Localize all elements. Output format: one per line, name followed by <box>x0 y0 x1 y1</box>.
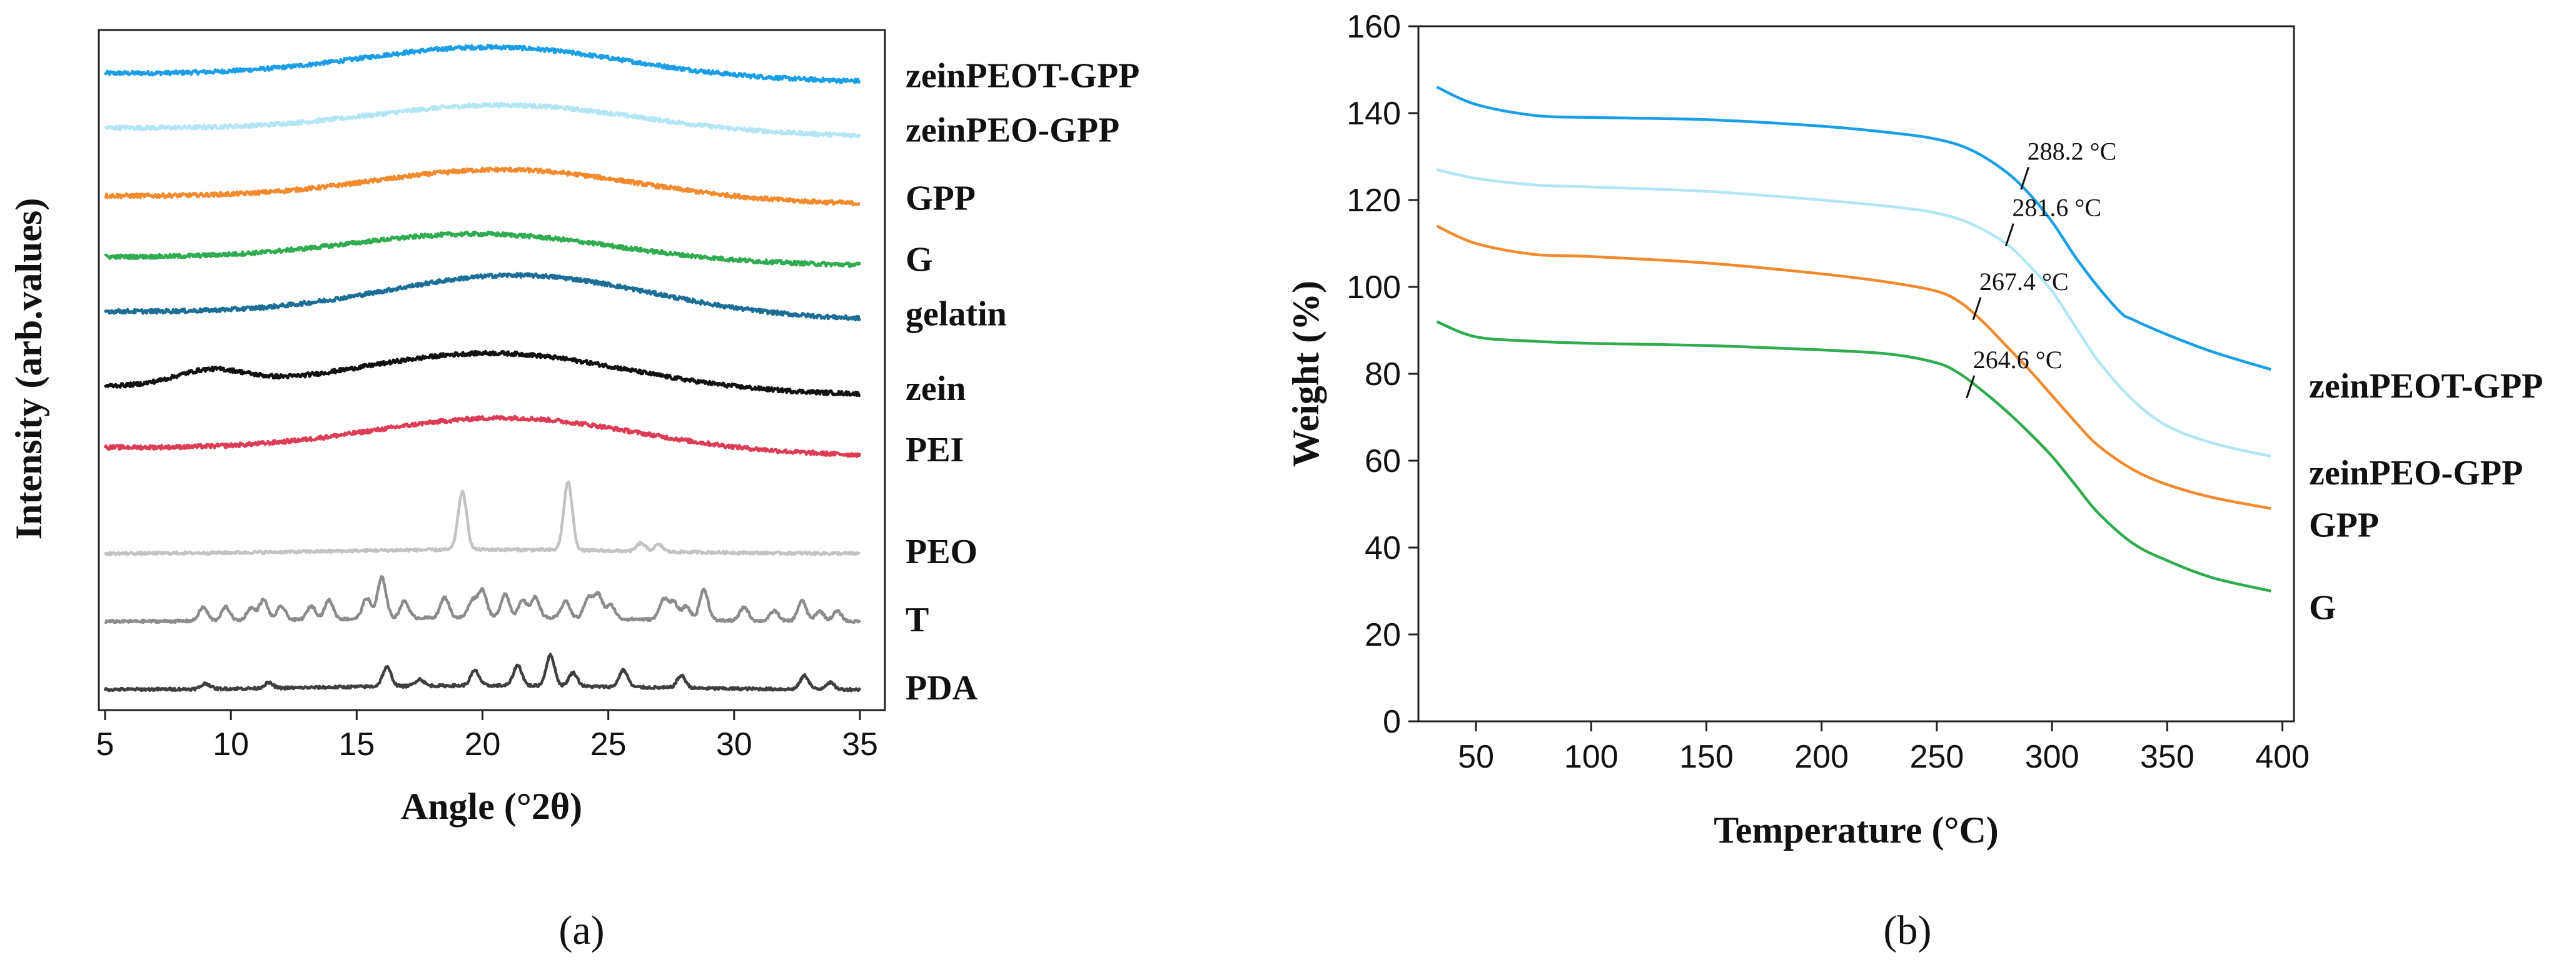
panel-a-series-label-zeinpeo-gpp: zeinPEO-GPP <box>906 111 1119 150</box>
panel-a-x-tick-label: 25 <box>590 726 627 763</box>
panel-a-series-peo <box>103 480 861 556</box>
panel-a-x-ticks: 5 10 15 20 25 30 35 <box>96 710 878 763</box>
panel-a-series-gpp <box>104 166 861 207</box>
panel-b-x-axis-label: Temperature (°C) <box>1714 809 1999 851</box>
panel-b-y-axis-label: Weight (%) <box>1285 281 1326 467</box>
panel-b-series-group <box>1436 86 2271 593</box>
panel-b-x-tick-label: 200 <box>1794 739 1849 775</box>
panel-b-x-tick-label: 400 <box>2255 739 2310 775</box>
panel-a-series-label-zeinpeot-gpp: zeinPEOT-GPP <box>906 57 1139 96</box>
panel-a-label: (a) <box>558 908 604 953</box>
panel-b-y-tick-label: 80 <box>1365 356 1401 393</box>
panel-b-y-tick-label: 100 <box>1346 269 1401 306</box>
panel-a-series-label-pda: PDA <box>906 669 978 708</box>
panel-a-series-label-gelatin: gelatin <box>906 294 1007 333</box>
panel-b-annotation-label: 281.6 °C <box>2012 194 2101 222</box>
panel-b-annotation-label: 267.4 °C <box>1979 268 2069 296</box>
panel-b-y-tick-label: 40 <box>1365 530 1401 566</box>
panel-b-y-tick-label: 60 <box>1365 443 1401 479</box>
panel-a-x-tick-label: 15 <box>338 726 375 763</box>
panel-b-tga-chart: 0 20 40 60 80 100 120 140 160 50 100 150 200 250 300 3… <box>1285 9 2543 953</box>
panel-b-y-tick-label: 120 <box>1346 183 1401 219</box>
panel-b-series-labels: zeinPEOT-GPP zeinPEO-GPP GPP G <box>2309 367 2543 627</box>
panel-b-x-ticks: 50 100 150 200 250 300 350 400 <box>1458 721 2310 775</box>
panel-b-x-tick-label: 350 <box>2140 739 2195 775</box>
panel-a-series-group <box>103 44 862 693</box>
panel-a-series-label-t: T <box>906 601 929 639</box>
panel-a-series-g <box>104 230 862 268</box>
panel-b-plot-frame <box>1417 25 2295 723</box>
panel-a-series-label-gpp: GPP <box>906 179 976 218</box>
panel-a-y-axis-label: Intensity (arb.values) <box>8 198 49 540</box>
panel-b-series-label-zeinpeo-gpp: zeinPEO-GPP <box>2309 454 2523 493</box>
panel-b-annotation-marker <box>1972 297 1982 321</box>
panel-b-series-gpp <box>1436 224 2271 510</box>
panel-a-x-tick-label: 5 <box>96 726 114 763</box>
panel-b-x-tick-label: 150 <box>1679 739 1734 775</box>
panel-b-annotation-marker <box>2020 166 2030 190</box>
panel-a-x-tick-label: 35 <box>842 726 878 763</box>
panel-a-series-label-pei: PEI <box>906 431 964 469</box>
panel-b-series-g <box>1436 320 2271 593</box>
panel-a-series-zeinpeot-gpp <box>104 44 861 84</box>
panel-a-series-label-peo: PEO <box>906 533 977 571</box>
panel-b-series-label-zeinpeot-gpp: zeinPEOT-GPP <box>2309 367 2543 406</box>
panel-b-y-tick-label: 20 <box>1365 617 1401 653</box>
panel-a-series-gelatin <box>103 271 862 322</box>
panel-b-annotation-marker <box>1966 375 1976 399</box>
panel-a-x-tick-label: 30 <box>716 726 752 763</box>
panel-b-x-tick-label: 50 <box>1458 739 1494 775</box>
panel-b-x-tick-label: 250 <box>1910 739 1964 775</box>
panel-b-y-ticks: 0 20 40 60 80 100 120 140 160 <box>1346 9 1418 740</box>
panel-b-annotation-marker <box>2004 223 2014 247</box>
panel-a-plot-frame <box>98 29 886 711</box>
panel-a-series-zein <box>103 349 861 398</box>
panel-a-series-t <box>104 575 861 624</box>
panel-a-xrd-chart: 5 10 15 20 25 30 35 zeinPEOT-GPP zeinPEO-GPP GPP… <box>8 29 1139 953</box>
panel-b-x-tick-label: 100 <box>1564 739 1619 775</box>
panel-b-annotations: 288.2 °C 281.6 °C 267.4 °C 264.6 °C <box>1966 137 2117 399</box>
panel-a-series-label-g: G <box>906 240 933 279</box>
panel-b-series-zeinpeo-gpp <box>1437 168 2271 458</box>
panel-b-series-label-g: G <box>2309 589 2336 628</box>
panel-b-series-zeinpeot-gpp <box>1436 86 2271 371</box>
panel-a-series-label-zein: zein <box>906 369 966 408</box>
panel-b-y-tick-label: 140 <box>1346 96 1401 132</box>
panel-a-series-pei <box>103 414 862 458</box>
panel-a-x-tick-label: 10 <box>213 726 249 763</box>
panel-b-y-tick-label: 0 <box>1383 704 1401 740</box>
panel-b-x-tick-label: 300 <box>2025 739 2079 775</box>
panel-b-label: (b) <box>1884 908 1932 953</box>
panel-b-annotation-label: 264.6 °C <box>1973 346 2063 374</box>
panel-b-series-label-gpp: GPP <box>2309 506 2379 544</box>
panel-a-x-tick-label: 20 <box>465 726 501 763</box>
panel-a-x-axis-label: Angle (°2θ) <box>401 786 582 827</box>
panel-a-series-pda <box>103 653 862 693</box>
panel-b-y-tick-label: 160 <box>1346 9 1401 45</box>
panel-b-annotation-label: 288.2 °C <box>2028 137 2117 165</box>
panel-a-series-zeinpeo-gpp <box>104 101 861 139</box>
